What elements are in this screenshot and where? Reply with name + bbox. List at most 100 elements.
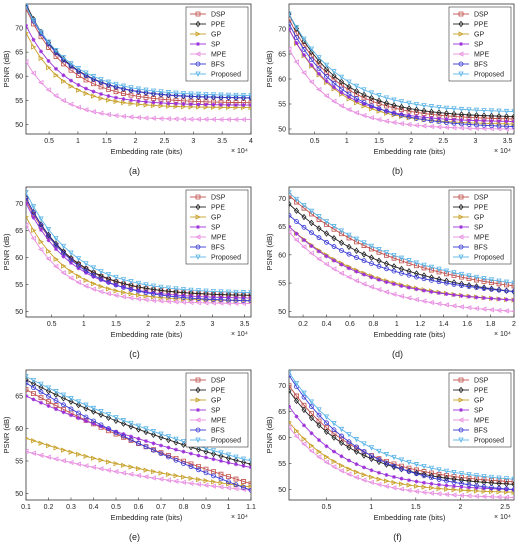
data-point-ppe — [376, 97, 382, 105]
data-point-proposed — [188, 287, 194, 293]
data-point-proposed — [38, 29, 44, 36]
data-point-mpe — [45, 87, 51, 93]
data-point-bfs — [361, 99, 367, 105]
data-point-proposed — [83, 261, 89, 267]
x-tick-label: 0.9 — [201, 504, 211, 511]
data-point-proposed — [225, 452, 232, 458]
data-point-dsp — [241, 479, 246, 484]
data-point-ppe — [451, 110, 457, 118]
data-point-bfs — [106, 279, 111, 285]
data-point-mpe — [113, 112, 119, 119]
data-point-mpe — [120, 113, 126, 120]
data-point-proposed — [481, 276, 487, 282]
y-tick-label: 55 — [15, 459, 23, 466]
data-point-bfs — [136, 440, 141, 446]
series-line-gp — [26, 216, 251, 302]
data-point-ppe — [466, 477, 472, 485]
data-point-mpe — [289, 229, 292, 235]
data-point-bfs — [369, 453, 374, 459]
data-point-dsp — [248, 481, 251, 487]
data-point-proposed — [218, 450, 224, 456]
data-point-ppe — [83, 405, 89, 412]
data-point-mpe — [45, 256, 51, 262]
y-tick-label: 50 — [278, 487, 286, 494]
data-point-sp — [392, 474, 396, 479]
data-point-sp — [151, 441, 156, 446]
data-point-dsp — [459, 114, 464, 120]
data-point-sp — [114, 429, 118, 434]
data-point-dsp — [511, 116, 514, 122]
data-point-proposed — [158, 431, 164, 437]
data-point-proposed — [233, 92, 239, 99]
data-point-gp — [181, 474, 187, 480]
data-point-proposed — [503, 476, 510, 482]
data-point-sp — [294, 41, 299, 46]
data-point-proposed — [38, 381, 44, 388]
chart-svg: 0.5 1 1.5 2 2.5 3 3.5 4 50 55 60 65 70 × 10⁴ Embedding… — [2, 3, 253, 176]
data-point-gp — [121, 462, 127, 469]
data-point-gp — [346, 466, 352, 472]
data-point-proposed — [30, 17, 37, 24]
data-point-ppe — [135, 88, 142, 95]
legend-label: Proposed — [474, 255, 504, 262]
data-point-ppe — [331, 235, 337, 242]
legend-label: GP — [211, 398, 221, 405]
data-point-bfs — [339, 248, 344, 253]
data-point-proposed — [428, 465, 435, 472]
data-point-ppe — [368, 94, 375, 102]
data-point-sp — [61, 254, 66, 259]
data-point-proposed — [338, 228, 345, 234]
data-point-sp — [99, 424, 103, 429]
legend-label: BFS — [211, 245, 225, 252]
legend-marker — [458, 214, 464, 220]
data-point-mpe — [376, 116, 382, 123]
legend-marker — [196, 408, 200, 412]
data-point-mpe — [293, 433, 299, 439]
data-point-bfs — [151, 91, 156, 97]
data-point-sp — [289, 27, 291, 31]
legend-marker — [195, 20, 201, 28]
x-tick-label: 0.2 — [298, 321, 308, 328]
data-point-proposed — [143, 426, 149, 432]
data-point-ppe — [158, 91, 164, 98]
data-point-mpe — [421, 123, 427, 129]
data-point-mpe — [398, 293, 404, 299]
data-point-proposed — [323, 62, 330, 69]
x-tick-label: 1.6 — [462, 321, 472, 328]
data-point-ppe — [173, 92, 179, 99]
data-point-mpe — [451, 492, 457, 498]
data-point-proposed — [45, 227, 52, 233]
legend-label: Proposed — [211, 255, 241, 262]
data-point-dsp — [38, 395, 44, 401]
data-point-dsp — [316, 418, 322, 424]
data-point-mpe — [488, 494, 494, 500]
data-point-mpe — [398, 486, 404, 492]
legend-label: Proposed — [474, 438, 504, 445]
data-point-ppe — [391, 101, 397, 109]
data-point-bfs — [166, 92, 171, 98]
x-tick-label: 1 — [345, 138, 349, 145]
data-point-dsp — [143, 95, 149, 100]
data-point-ppe — [346, 83, 352, 91]
legend-marker — [195, 61, 201, 67]
legend-label: GP — [211, 215, 221, 222]
data-point-proposed — [421, 463, 427, 470]
data-point-mpe — [158, 115, 164, 122]
data-point-sp — [407, 285, 411, 290]
data-point-bfs — [38, 389, 44, 395]
data-point-sp — [467, 485, 471, 490]
data-point-bfs — [91, 272, 96, 278]
panel-caption: (f) — [393, 532, 402, 542]
data-point-bfs — [248, 95, 251, 101]
data-point-dsp — [248, 292, 251, 298]
data-point-bfs — [143, 290, 149, 296]
data-point-proposed — [413, 462, 420, 468]
data-point-proposed — [413, 260, 420, 266]
data-point-sp — [474, 118, 479, 123]
data-point-sp — [136, 99, 141, 104]
x-tick-label: 2 — [134, 138, 138, 145]
data-point-proposed — [406, 100, 412, 107]
data-point-sp — [497, 119, 501, 124]
x-tick-label: 1.1 — [246, 504, 256, 511]
data-point-gp — [91, 93, 97, 99]
